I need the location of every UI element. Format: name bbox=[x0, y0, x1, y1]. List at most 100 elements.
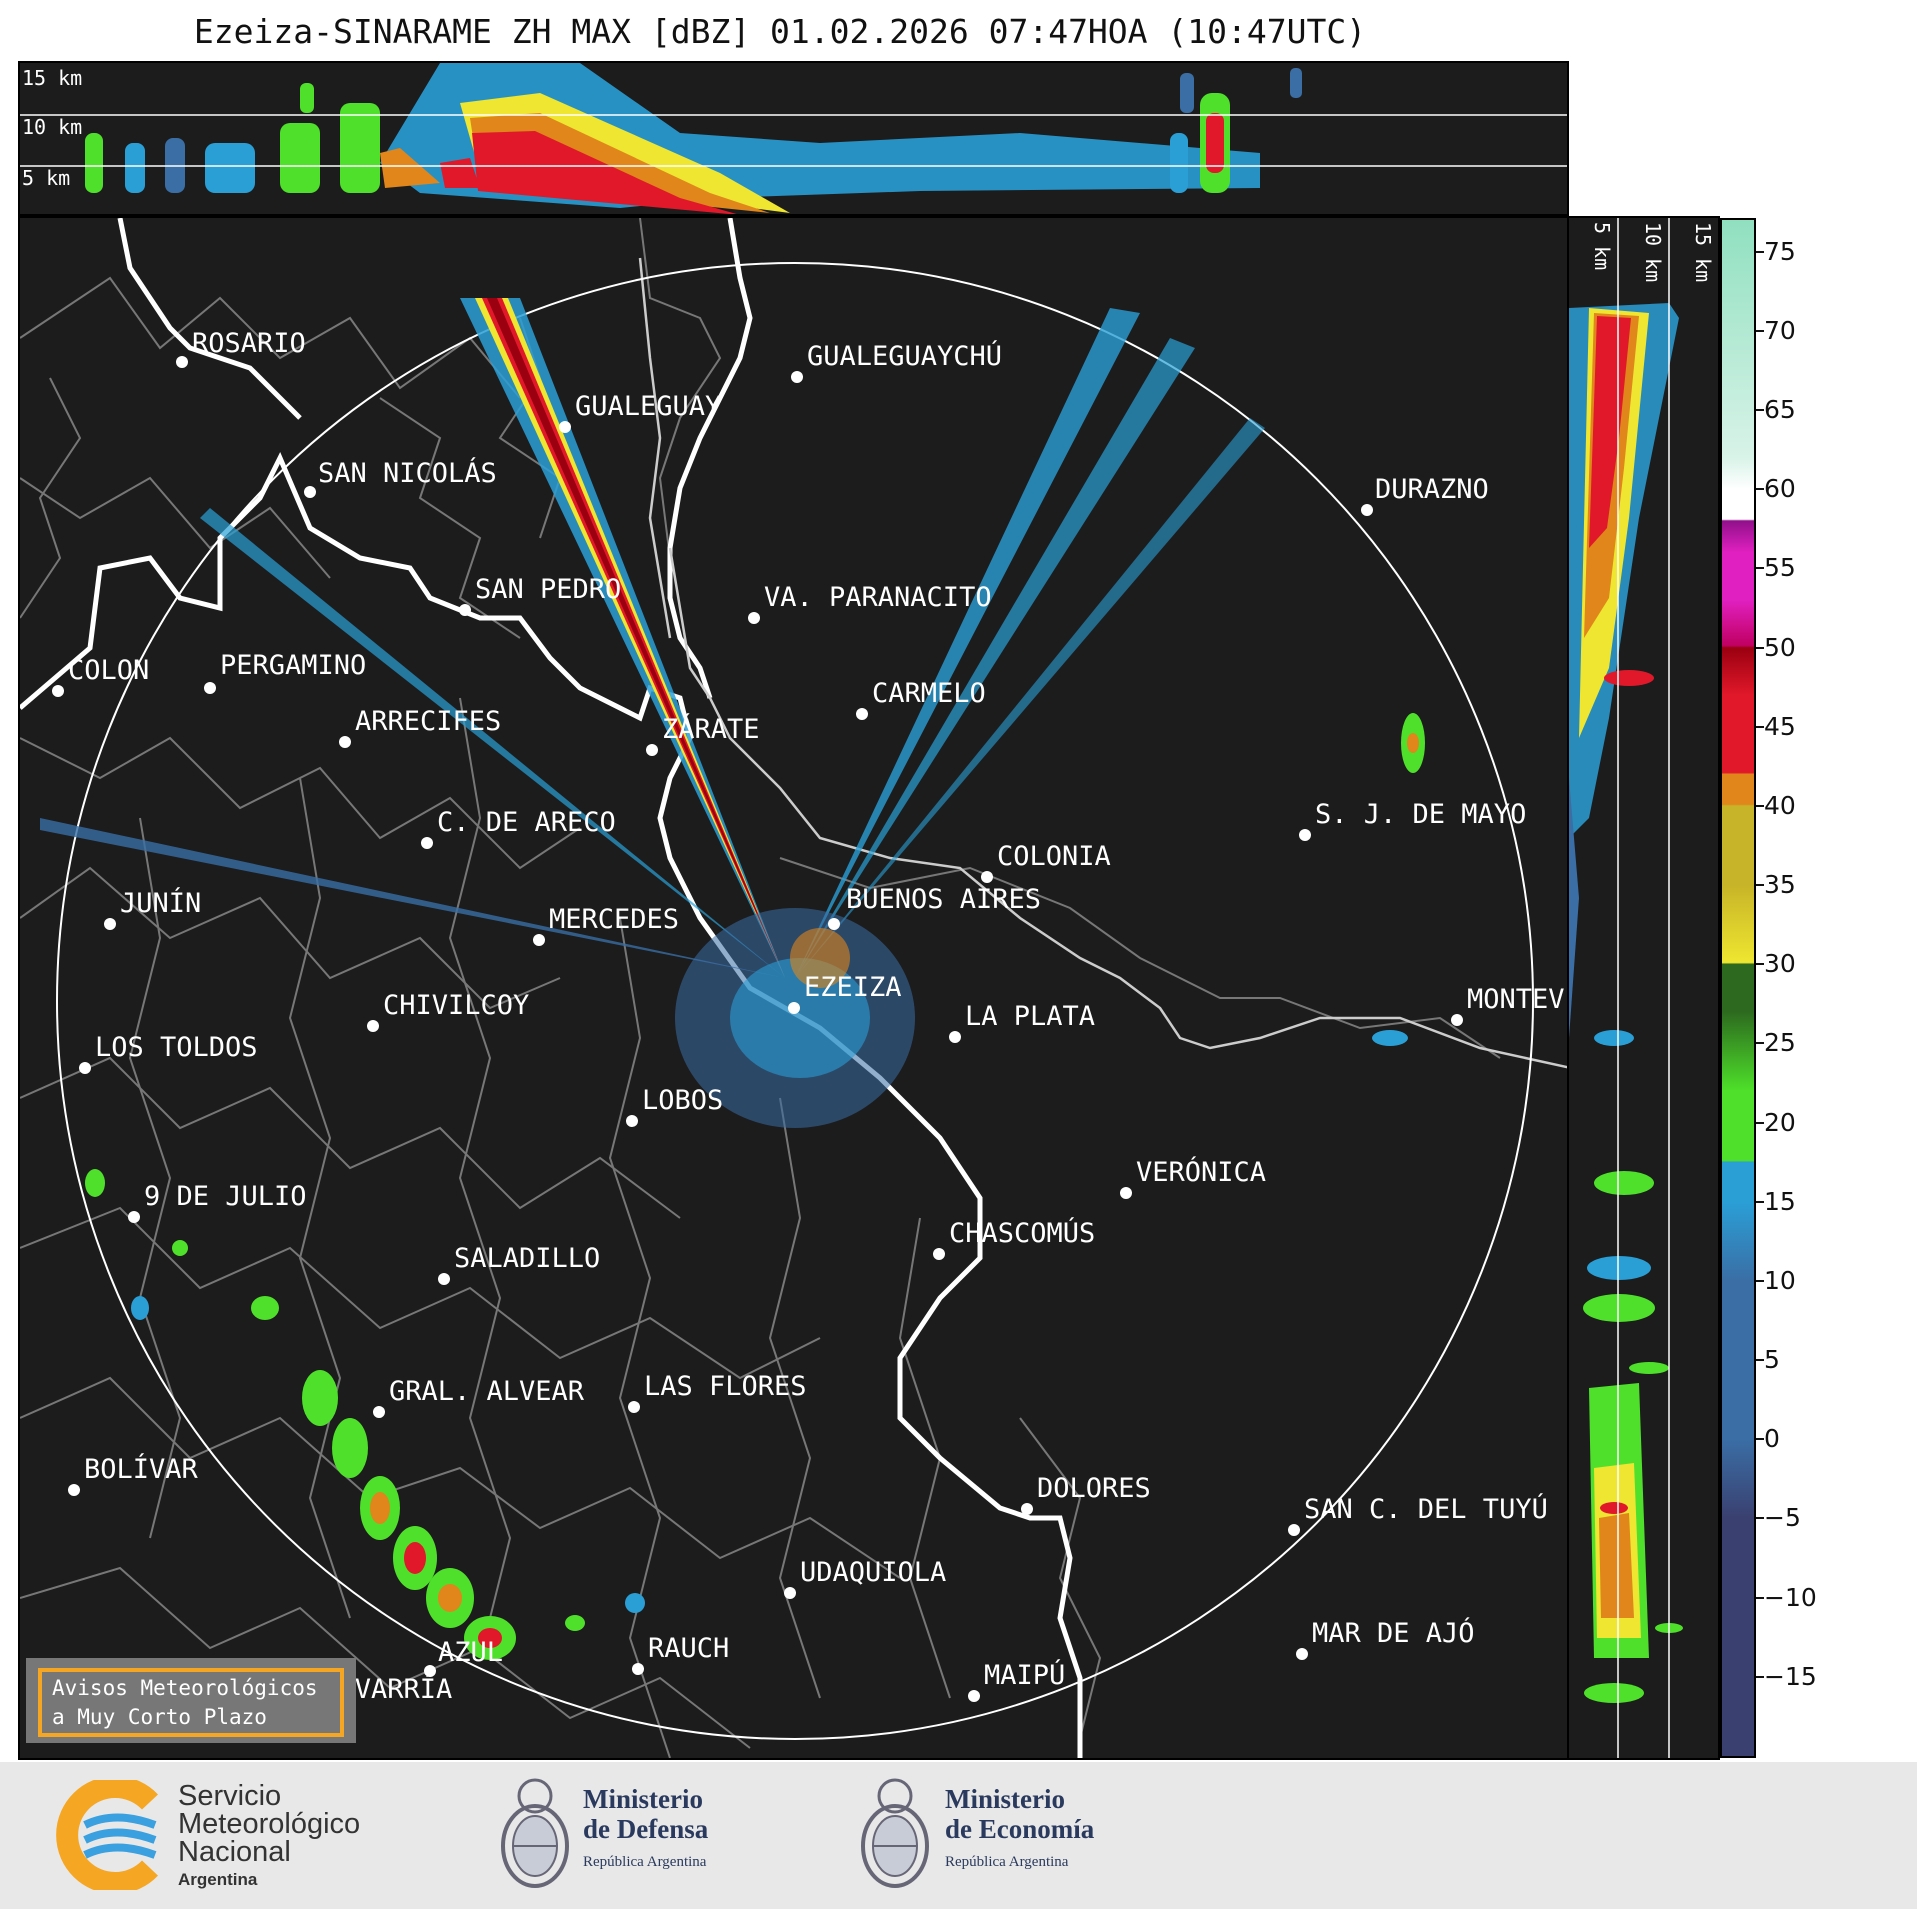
city-marker bbox=[1021, 1503, 1033, 1515]
colorbar-tick-mark bbox=[1756, 250, 1764, 253]
city-label: GUALEGUAYCHÚ bbox=[807, 340, 1002, 372]
city-label: DOLORES bbox=[1037, 1473, 1151, 1504]
dbz-colorbar bbox=[1720, 218, 1756, 1758]
city-marker bbox=[1451, 1014, 1463, 1026]
colorbar-tick-mark bbox=[1756, 725, 1764, 728]
city-label: GRAL. ALVEAR bbox=[389, 1376, 585, 1407]
city-label: RAUCH bbox=[648, 1633, 729, 1664]
avisos-line-1: Avisos Meteorológicos bbox=[52, 1676, 318, 1700]
page-title: Ezeiza-SINARAME ZH MAX [dBZ] 01.02.2026 … bbox=[193, 12, 1367, 51]
city-marker bbox=[424, 1665, 436, 1677]
city-labels: ROSARIO GUALEGUAYCHÚ GUALEGUAY SAN NICOLÁS D… bbox=[52, 328, 1569, 1716]
city-marker bbox=[79, 1062, 91, 1074]
colorbar-tick-mark bbox=[1756, 1359, 1764, 1362]
range-ring bbox=[56, 262, 1534, 1740]
city-marker bbox=[933, 1248, 945, 1260]
footer-logos: Servicio Meteorológico Nacional Argentin… bbox=[0, 1762, 1917, 1909]
colorbar-tick-mark bbox=[1756, 1121, 1764, 1124]
right-alt-label-15: 15 km bbox=[1691, 222, 1715, 282]
colorbar-tick-label: 65 bbox=[1764, 395, 1796, 425]
top-alt-label-15: 15 km bbox=[22, 66, 82, 90]
city-label: VA. PARANACITO bbox=[764, 582, 992, 613]
colorbar-tick-mark bbox=[1756, 409, 1764, 412]
city-marker bbox=[856, 708, 868, 720]
city-label: LOBOS bbox=[642, 1085, 723, 1116]
defensa-logo-subtext: República Argentina bbox=[583, 1854, 707, 1870]
city-marker bbox=[1120, 1187, 1132, 1199]
city-label: CHIVILCOY bbox=[383, 990, 529, 1021]
city-marker bbox=[828, 918, 840, 930]
city-label: EZEIZA bbox=[804, 972, 902, 1003]
smn-logo-icon bbox=[56, 1780, 158, 1890]
avisos-notice[interactable]: Avisos Meteorológicos a Muy Corto Plazo bbox=[26, 1658, 356, 1743]
colorbar-tick-label: 70 bbox=[1764, 315, 1796, 345]
colorbar-tick-label: 0 bbox=[1764, 1424, 1780, 1454]
right-echoes bbox=[1569, 303, 1683, 1703]
city-marker bbox=[1296, 1648, 1308, 1660]
city-label: ROSARIO bbox=[192, 328, 306, 359]
colorbar-tick-label: 5 bbox=[1764, 1345, 1780, 1375]
city-marker bbox=[68, 1484, 80, 1496]
colorbar-tick-mark bbox=[1756, 329, 1764, 332]
city-marker bbox=[104, 918, 116, 930]
radar-echoes bbox=[40, 298, 1425, 1660]
city-label: ZÁRATE bbox=[662, 713, 760, 745]
city-marker bbox=[459, 604, 471, 616]
city-label: MAIPÚ bbox=[984, 1659, 1065, 1691]
city-label: COLONIA bbox=[997, 841, 1111, 872]
city-label: C. DE ARECO bbox=[437, 807, 616, 838]
city-marker bbox=[304, 486, 316, 498]
economia-logo-subtext: República Argentina bbox=[945, 1854, 1069, 1870]
colorbar-tick-label: −15 bbox=[1764, 1661, 1817, 1691]
colorbar-tick-label: −10 bbox=[1764, 1582, 1817, 1612]
city-label: CARMELO bbox=[872, 678, 986, 709]
city-marker bbox=[559, 421, 571, 433]
city-label: SAN PEDRO bbox=[475, 574, 621, 605]
city-label: GUALEGUAY bbox=[575, 391, 721, 422]
colorbar-tick-mark bbox=[1756, 804, 1764, 807]
city-label: BUENOS AIRES bbox=[846, 884, 1041, 915]
avisos-line-2: a Muy Corto Plazo bbox=[52, 1705, 267, 1729]
colorbar-tick-mark bbox=[1756, 1042, 1764, 1045]
colorbar-tick-label: 15 bbox=[1764, 1186, 1796, 1216]
city-marker bbox=[788, 1002, 800, 1014]
department-boundaries bbox=[20, 218, 1501, 1758]
city-label: ARRECIFES bbox=[355, 706, 501, 737]
city-marker bbox=[52, 685, 64, 697]
colorbar-tick-mark bbox=[1756, 567, 1764, 570]
city-label: VERÓNICA bbox=[1136, 1156, 1266, 1188]
city-label: LOS TOLDOS bbox=[95, 1032, 258, 1063]
top-alt-label-5: 5 km bbox=[22, 166, 70, 190]
top-echoes bbox=[85, 63, 1302, 214]
city-label: S. J. DE MAYO bbox=[1315, 799, 1526, 830]
city-marker bbox=[949, 1031, 961, 1043]
city-label: LAS FLORES bbox=[644, 1371, 807, 1402]
uruguay-coast bbox=[638, 257, 1567, 1069]
colorbar-tick-mark bbox=[1756, 488, 1764, 491]
radar-map-panel: ROSARIO GUALEGUAYCHÚ GUALEGUAY SAN NICOLÁS D… bbox=[18, 216, 1569, 1760]
city-label: AZUL bbox=[438, 1637, 503, 1668]
colorbar-tick-label: 30 bbox=[1764, 949, 1796, 979]
economia-coat-of-arms-icon bbox=[861, 1778, 929, 1888]
top-cross-section-panel: 15 km 10 km 5 km bbox=[18, 61, 1569, 216]
city-marker bbox=[533, 934, 545, 946]
top-alt-label-10: 10 km bbox=[22, 115, 82, 139]
city-label: 9 DE JULIO bbox=[144, 1181, 307, 1212]
city-label: MONTEVIDEO bbox=[1467, 984, 1569, 1015]
city-marker bbox=[176, 356, 188, 368]
colorbar-tick-label: 60 bbox=[1764, 474, 1796, 504]
city-marker bbox=[339, 736, 351, 748]
defensa-logo-text: Ministerio de Defensa bbox=[583, 1784, 709, 1844]
city-marker bbox=[204, 682, 216, 694]
colorbar-tick-mark bbox=[1756, 1438, 1764, 1441]
city-marker bbox=[628, 1401, 640, 1413]
colorbar-tick-mark bbox=[1756, 884, 1764, 887]
city-label: JUNÍN bbox=[120, 887, 201, 919]
colorbar-tick-label: −5 bbox=[1764, 1503, 1801, 1533]
colorbar-tick-label: 55 bbox=[1764, 553, 1796, 583]
colorbar-tick-mark bbox=[1756, 1200, 1764, 1203]
city-marker bbox=[748, 612, 760, 624]
city-marker bbox=[128, 1211, 140, 1223]
colorbar-tick-mark bbox=[1756, 1675, 1764, 1678]
colorbar-tick-label: 35 bbox=[1764, 870, 1796, 900]
